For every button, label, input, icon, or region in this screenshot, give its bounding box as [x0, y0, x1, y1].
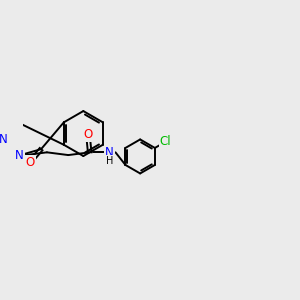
- Text: O: O: [26, 156, 35, 169]
- Text: Cl: Cl: [160, 135, 171, 148]
- Text: O: O: [84, 128, 93, 141]
- Text: N: N: [0, 133, 8, 146]
- Text: H: H: [106, 156, 113, 166]
- Text: N: N: [105, 146, 114, 159]
- Text: N: N: [15, 149, 24, 162]
